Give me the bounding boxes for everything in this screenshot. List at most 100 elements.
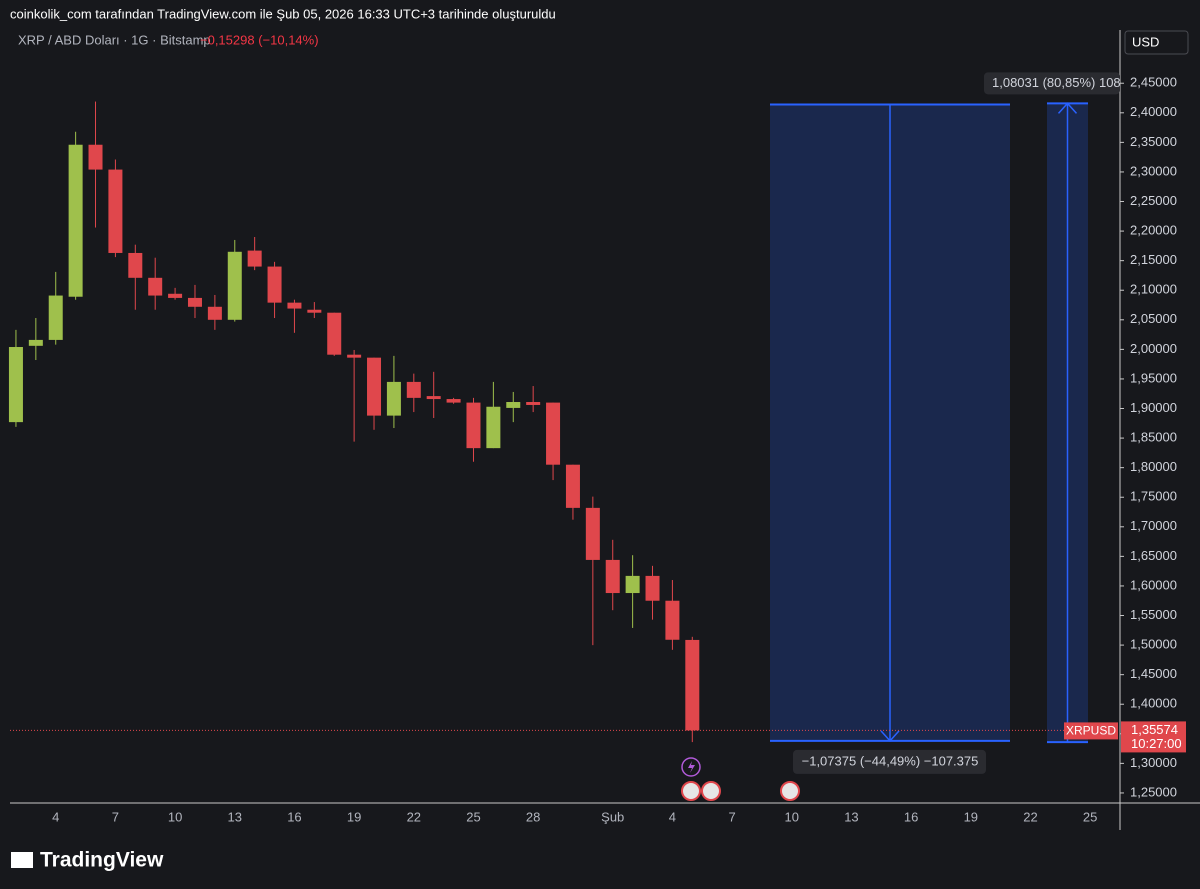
measure-label-group: −1,07375 (−44,49%) −107.375 — [793, 749, 986, 774]
candle-body — [565, 464, 580, 508]
y-tick-label: 1,40000 — [1130, 696, 1177, 711]
last-price-bg — [1121, 721, 1186, 753]
change: −0,15298 (−10,14%) — [200, 32, 319, 47]
y-tick-label: 1,70000 — [1130, 518, 1177, 533]
candle-body — [168, 293, 183, 298]
x-tick-label: 4 — [669, 809, 676, 824]
candle-body — [227, 251, 242, 320]
arrow-head — [880, 730, 900, 743]
candle-body — [247, 250, 262, 267]
candle-body — [207, 306, 222, 320]
y-tick-label: 2,45000 — [1130, 75, 1177, 90]
y-tick-label: 2,35000 — [1130, 134, 1177, 149]
candle-body — [645, 575, 660, 601]
x-tick-label: 4 — [52, 809, 59, 824]
candle-body — [88, 144, 103, 170]
measure-label: 1,08031 (80,85%) 108 — [992, 75, 1121, 90]
y-tick-label: 2,05000 — [1130, 311, 1177, 326]
header: coinkolik_com tarafından TradingView.com… — [10, 6, 556, 21]
y-tick-label: 1,95000 — [1130, 370, 1177, 385]
y-tick-label: 2,15000 — [1130, 252, 1177, 267]
candle-body — [327, 312, 342, 355]
y-tick-label: 2,20000 — [1130, 223, 1177, 238]
x-tick-label: 7 — [112, 809, 119, 824]
y-tick-label: 2,40000 — [1130, 104, 1177, 119]
y-tick-label: 2,00000 — [1130, 341, 1177, 356]
y-tick-label: 2,30000 — [1130, 163, 1177, 178]
x-tick-label: 10 — [785, 809, 799, 824]
x-tick-label: 28 — [526, 809, 540, 824]
candle-body — [148, 277, 163, 296]
logo-mark — [11, 852, 33, 868]
y-tick-label: 1,25000 — [1130, 784, 1177, 799]
candle-body — [426, 396, 441, 400]
x-tick-label: 16 — [904, 809, 918, 824]
x-tick-label: 22 — [1023, 809, 1037, 824]
candle-body — [585, 507, 600, 560]
y-tick-label: 1,50000 — [1130, 637, 1177, 652]
x-tick-label: 19 — [964, 809, 978, 824]
candle-body — [466, 402, 481, 449]
candle-body — [347, 354, 362, 358]
last-price-label: 1,35574 — [1131, 722, 1178, 737]
candle-body — [625, 575, 640, 594]
candle-body — [486, 406, 501, 449]
arrow-head — [1057, 102, 1078, 114]
measure-label-bg — [793, 749, 986, 774]
event-flag[interactable] — [681, 781, 701, 801]
event-flag[interactable] — [701, 781, 721, 801]
candle-body — [386, 381, 401, 416]
measure-label-group: 1,08031 (80,85%) 108 — [984, 72, 1121, 95]
candle-body — [526, 402, 541, 405]
candle-body — [446, 399, 461, 403]
x-tick-label: 16 — [287, 809, 301, 824]
x-tick-label: 22 — [407, 809, 421, 824]
y-tick-label: 1,60000 — [1130, 577, 1177, 592]
y-tick-label: 1,55000 — [1130, 607, 1177, 622]
candle-body — [307, 309, 322, 313]
event-flag[interactable] — [780, 781, 800, 801]
x-tick-label: 13 — [844, 809, 858, 824]
x-tick-label: Şub — [601, 809, 624, 824]
candle-body — [605, 559, 620, 594]
x-tick-label: 10 — [168, 809, 182, 824]
candle-body — [267, 266, 282, 303]
candle-body — [665, 600, 680, 640]
y-tick-label: 2,25000 — [1130, 193, 1177, 208]
candle-body — [108, 169, 123, 253]
candle-body — [28, 339, 43, 346]
y-tick-label: 1,80000 — [1130, 459, 1177, 474]
symbol-tag: XRPUSD — [1066, 724, 1116, 738]
x-tick-label: 19 — [347, 809, 361, 824]
measure-label: −1,07375 (−44,49%) −107.375 — [802, 753, 979, 768]
candle-body — [506, 402, 521, 408]
candle-body — [287, 302, 302, 309]
symbol-title: XRP / ABD Doları · 1G · Bitstamp — [18, 32, 211, 47]
candle-body — [685, 639, 700, 731]
measure-label-bg — [984, 72, 1120, 95]
candle-body — [68, 144, 83, 297]
x-tick-label: 25 — [466, 809, 480, 824]
x-tick-label: 13 — [228, 809, 242, 824]
candle-body — [187, 297, 202, 307]
y-tick-label: 1,90000 — [1130, 400, 1177, 415]
y-tick-label: 1,30000 — [1130, 755, 1177, 770]
candle-body — [48, 295, 63, 340]
currency-box[interactable] — [1124, 30, 1189, 55]
countdown: 10:27:00 — [1131, 736, 1182, 751]
x-tick-label: 25 — [1083, 809, 1097, 824]
candle-body — [406, 381, 421, 398]
symbol-tag-bg — [1064, 722, 1118, 740]
event-bolt — [688, 761, 695, 773]
candle-body — [546, 402, 561, 465]
currency[interactable]: USD — [1132, 34, 1159, 49]
y-tick-label: 1,85000 — [1130, 430, 1177, 445]
x-tick-label: 7 — [728, 809, 735, 824]
candle-body — [128, 252, 143, 278]
brand: TradingView — [40, 849, 164, 872]
candle-body — [8, 347, 23, 423]
y-tick-label: 1,65000 — [1130, 548, 1177, 563]
y-tick-label: 1,75000 — [1130, 489, 1177, 504]
